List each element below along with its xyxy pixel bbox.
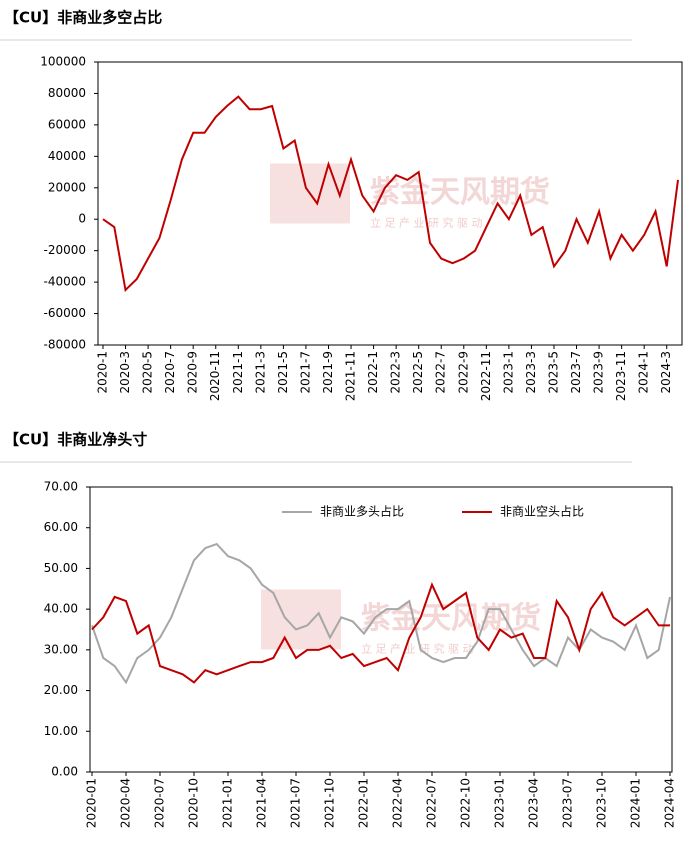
y-tick-label: -60000 xyxy=(43,306,86,320)
x-tick-label: 2022-3 xyxy=(389,351,403,394)
y-tick-label: 20.00 xyxy=(44,683,78,697)
watermark: 紫金天风期货 xyxy=(361,601,541,636)
x-tick-label: 2024-04 xyxy=(663,778,677,828)
x-tick-label: 2023-1 xyxy=(501,351,515,394)
plot-frame xyxy=(89,486,673,773)
x-tick-label: 2020-7 xyxy=(163,351,177,394)
x-tick-label: 2024-3 xyxy=(659,351,673,394)
y-tick-label: 0.00 xyxy=(51,765,78,779)
y-tick-label: 10.00 xyxy=(44,724,78,738)
x-tick-label: 2022-11 xyxy=(479,351,493,401)
y-tick-label: 70.00 xyxy=(44,480,78,494)
y-tick-label: 80000 xyxy=(48,86,86,100)
x-tick-label: 2023-04 xyxy=(527,778,541,828)
y-tick-label: -40000 xyxy=(43,275,86,289)
x-tick-label: 2021-04 xyxy=(255,778,269,828)
y-tick-label: 60000 xyxy=(48,117,86,131)
x-tick-label: 2021-9 xyxy=(321,351,335,394)
y-tick-label: 0 xyxy=(78,212,86,226)
x-tick-label: 2022-07 xyxy=(425,778,439,828)
x-tick-label: 2023-7 xyxy=(569,351,583,394)
y-tick-label: -20000 xyxy=(43,243,86,257)
x-tick-label: 2021-07 xyxy=(289,778,303,828)
y-tick-label: -80000 xyxy=(43,338,86,352)
data-line xyxy=(102,95,679,293)
x-tick-label: 2022-7 xyxy=(434,351,448,394)
x-tick-label: 2020-11 xyxy=(208,351,222,401)
x-tick-label: 2022-04 xyxy=(391,778,405,828)
y-tick-label: 100000 xyxy=(40,55,86,69)
plot-frame xyxy=(97,61,683,346)
x-tick-label: 2021-1 xyxy=(231,351,245,394)
data-line xyxy=(91,542,671,685)
chart-title: 【CU】非商业净头寸 xyxy=(4,431,147,449)
x-tick-label: 2021-5 xyxy=(276,351,290,394)
watermark-logo xyxy=(261,589,341,650)
watermark: 紫金天风期货 xyxy=(370,175,550,210)
x-tick-label: 2022-01 xyxy=(357,778,371,828)
x-tick-label: 2021-11 xyxy=(344,351,358,401)
x-tick-label: 2023-07 xyxy=(561,778,575,828)
chart-title: 【CU】非商业多空占比 xyxy=(4,9,162,27)
x-tick-label: 2020-04 xyxy=(119,778,133,828)
x-tick-label: 2023-01 xyxy=(493,778,507,828)
x-tick-label: 2020-1 xyxy=(96,351,110,394)
x-tick-label: 2021-10 xyxy=(323,778,337,828)
x-tick-label: 2022-10 xyxy=(459,778,473,828)
y-tick-label: 30.00 xyxy=(44,642,78,656)
y-tick-label: 50.00 xyxy=(44,561,78,575)
legend-label: 非商业多头占比 xyxy=(320,504,404,519)
x-tick-label: 2024-1 xyxy=(637,351,651,394)
y-tick-label: 60.00 xyxy=(44,520,78,534)
x-tick-label: 2021-7 xyxy=(298,351,312,394)
data-line xyxy=(91,582,670,684)
x-tick-label: 2020-07 xyxy=(153,778,167,828)
x-tick-label: 2023-9 xyxy=(592,351,606,394)
x-tick-label: 2021-01 xyxy=(221,778,235,828)
x-tick-label: 2020-9 xyxy=(186,351,200,394)
x-tick-label: 2023-3 xyxy=(524,351,538,394)
x-tick-label: 2020-10 xyxy=(187,778,201,828)
x-tick-label: 2024-01 xyxy=(629,778,643,828)
x-tick-label: 2020-3 xyxy=(118,351,132,394)
y-tick-label: 20000 xyxy=(48,180,86,194)
x-tick-label: 2021-3 xyxy=(253,351,267,394)
x-tick-label: 2022-1 xyxy=(366,351,380,394)
watermark-sub: 立 足 产 业 研 究 驱 动 xyxy=(361,642,473,656)
x-tick-label: 2020-5 xyxy=(141,351,155,394)
y-tick-label: 40000 xyxy=(48,149,86,163)
x-tick-label: 2022-9 xyxy=(456,351,470,394)
y-tick-label: 40.00 xyxy=(44,602,78,616)
x-tick-label: 2023-11 xyxy=(614,351,628,401)
x-tick-label: 2022-5 xyxy=(411,351,425,394)
x-tick-label: 2023-5 xyxy=(546,351,560,394)
x-tick-label: 2020-01 xyxy=(85,778,99,828)
x-tick-label: 2023-10 xyxy=(595,778,609,828)
legend-label: 非商业空头占比 xyxy=(500,504,584,519)
